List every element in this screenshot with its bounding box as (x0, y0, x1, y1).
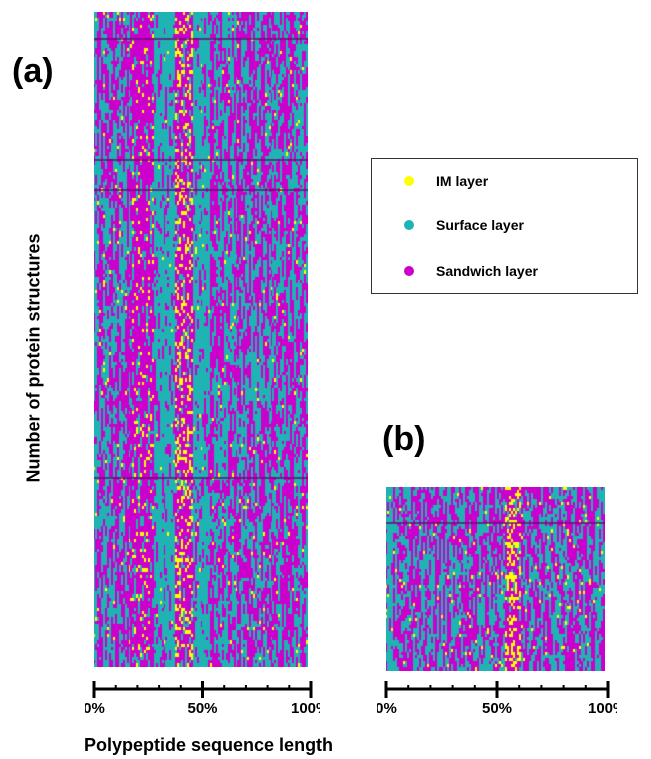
panel-b-label: (b) (382, 420, 426, 458)
legend-swatch-sandwich (404, 266, 414, 276)
legend: IM layer Surface layer Sandwich layer (371, 158, 638, 294)
x-tick-label: 50% (482, 700, 512, 716)
heatmap-b (386, 487, 605, 671)
x-axis-a: 0% 50% 100% (85, 681, 320, 716)
x-tick-label: 100% (291, 700, 320, 716)
x-axis-b: 0% 50% 100% (377, 681, 617, 716)
legend-item-sandwich: Sandwich layer (404, 261, 538, 281)
x-tick-label: 0% (377, 700, 397, 716)
legend-swatch-im (404, 176, 414, 186)
x-tick-label: 100% (588, 700, 617, 716)
legend-item-im: IM layer (404, 171, 488, 191)
legend-label-im: IM layer (436, 173, 489, 189)
x-axis-label: Polypeptide sequence length (84, 735, 334, 755)
legend-swatch-surface (404, 220, 414, 230)
legend-item-surface: Surface layer (404, 215, 524, 235)
legend-label-surface: Surface layer (436, 217, 524, 233)
x-tick-label: 50% (187, 700, 217, 716)
x-tick-label: 0% (85, 700, 105, 716)
heatmap-a (94, 12, 308, 667)
legend-label-sandwich: Sandwich layer (436, 263, 538, 279)
panel-a-label: (a) (12, 52, 54, 90)
